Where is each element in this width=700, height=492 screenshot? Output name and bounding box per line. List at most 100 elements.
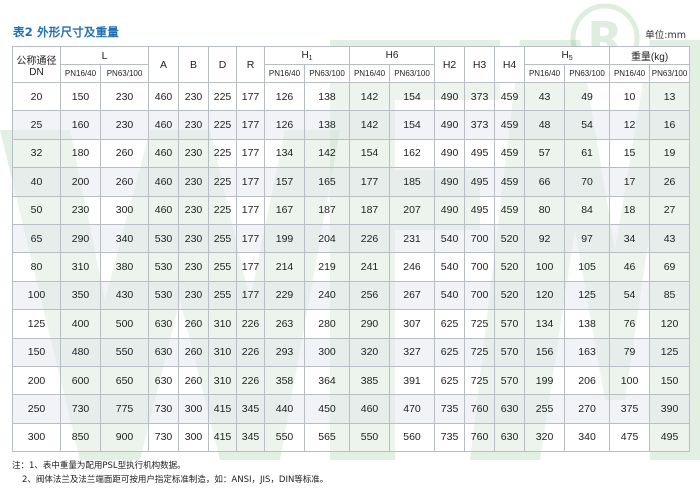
- table-cell: 570: [494, 309, 526, 339]
- table-cell: 43: [649, 223, 691, 254]
- table-cell: 177: [236, 167, 265, 197]
- table-cell: 490: [434, 167, 466, 197]
- table-cell: 230: [100, 81, 149, 112]
- table-cell: 520: [494, 280, 526, 311]
- table-cell: 310: [208, 337, 237, 367]
- table-cell: 214: [264, 252, 305, 282]
- table-cell: 199: [524, 365, 566, 396]
- header-row: 公称通径 DN L A B D R H1 H6 H2 H3 H4 H5 重量(k…: [12, 46, 691, 83]
- table-cell: 310: [60, 252, 101, 282]
- table-row: 32 180 260 460 230 225 177 134 142 154 162 490 495 45…: [12, 138, 691, 169]
- table-cell: 231: [389, 223, 436, 254]
- table-cell: 80: [524, 195, 566, 225]
- table-cell: 550: [100, 337, 149, 367]
- table-cell: 307: [389, 309, 436, 339]
- header-h6-pn63: PN63/100: [389, 64, 436, 83]
- table-cell: 126: [264, 110, 305, 140]
- header-h1-pn16: PN16/40: [264, 64, 305, 83]
- table-row: 150 480 550 630 260 310 226 293 300 320 327 625 725 5…: [12, 337, 691, 367]
- table-cell: 160: [60, 110, 101, 140]
- table-cell: 180: [60, 138, 101, 169]
- table-cell: 459: [494, 81, 526, 112]
- table-cell: 350: [60, 280, 101, 311]
- table-cell: 150: [649, 365, 691, 396]
- table-cell: 735: [434, 394, 466, 424]
- table-cell: 460: [148, 167, 179, 197]
- table-cell: 20: [12, 81, 61, 112]
- table-cell: 13: [649, 81, 691, 112]
- table-cell: 735: [434, 422, 466, 453]
- table-cell: 226: [236, 365, 265, 396]
- table-cell: 229: [264, 280, 305, 311]
- table-cell: 630: [148, 365, 179, 396]
- table-cell: 725: [464, 365, 496, 396]
- table-cell: 340: [564, 422, 611, 453]
- table-row: 125 400 500 630 260 310 226 263 280 290 307 625 725 5…: [12, 309, 691, 339]
- table-cell: 565: [303, 422, 351, 453]
- table-cell: 850: [60, 422, 101, 453]
- table-cell: 225: [208, 195, 237, 225]
- header-b: B: [178, 46, 209, 83]
- table-cell: 43: [524, 81, 566, 112]
- table-cell: 760: [464, 394, 496, 424]
- table-cell: 230: [178, 110, 209, 140]
- table-cell: 550: [264, 422, 305, 453]
- table-cell: 375: [609, 394, 651, 424]
- table-cell: 187: [349, 195, 391, 225]
- table-cell: 16: [649, 110, 691, 140]
- header-weight-pn63: PN63/100: [649, 64, 691, 83]
- table-cell: 270: [564, 394, 611, 424]
- table-cell: 900: [100, 422, 149, 453]
- table-cell: 300: [100, 195, 149, 225]
- table-cell: 50: [12, 195, 61, 225]
- table-cell: 200: [12, 365, 61, 396]
- table-cell: 105: [564, 252, 611, 282]
- table-cell: 219: [303, 252, 351, 282]
- table-row: 20 150 230 460 230 225 177 126 138 142 154 490 373 45…: [12, 81, 691, 112]
- table-cell: 19: [649, 138, 691, 169]
- footnote-2: 2、阀体法兰及法兰端面距可按用户指定标准制造，如：ANSI，JIS，DIN等标准…: [22, 475, 329, 485]
- table-cell: 15: [609, 138, 651, 169]
- table-cell: 630: [148, 337, 179, 367]
- table-cell: 260: [178, 309, 209, 339]
- table-cell: 85: [649, 280, 691, 311]
- table-cell: 142: [303, 138, 351, 169]
- table-cell: 345: [236, 394, 265, 424]
- header-h1: H1: [263, 46, 351, 65]
- table-cell: 226: [349, 223, 391, 254]
- table-cell: 230: [178, 138, 209, 169]
- table-cell: 255: [208, 223, 237, 254]
- table-cell: 167: [264, 195, 305, 225]
- table-cell: 12: [609, 110, 651, 140]
- table-cell: 495: [464, 195, 496, 225]
- table-cell: 267: [389, 280, 436, 311]
- table-cell: 80: [12, 252, 61, 282]
- table-cell: 700: [464, 252, 496, 282]
- table-cell: 460: [148, 138, 179, 169]
- table-cell: 300: [12, 422, 61, 453]
- table-cell: 540: [434, 252, 466, 282]
- table-cell: 470: [389, 394, 436, 424]
- table-cell: 177: [236, 110, 265, 140]
- table-cell: 459: [494, 110, 526, 140]
- table-cell: 391: [389, 365, 436, 396]
- table-cell: 46: [609, 252, 651, 282]
- table-row: 40 200 260 460 230 225 177 157 165 177 185 490 495 45…: [12, 167, 691, 197]
- table-cell: 775: [100, 394, 149, 424]
- table-cell: 495: [649, 422, 691, 453]
- table-cell: 66: [524, 167, 566, 197]
- table-cell: 134: [524, 309, 566, 339]
- table-cell: 540: [434, 223, 466, 254]
- table-cell: 134: [264, 138, 305, 169]
- table-cell: 730: [148, 422, 179, 453]
- table-cell: 177: [236, 195, 265, 225]
- table-cell: 125: [649, 337, 691, 367]
- table-cell: 530: [148, 252, 179, 282]
- table-cell: 157: [264, 167, 305, 197]
- table-cell: 345: [236, 422, 265, 453]
- table-cell: 495: [464, 167, 496, 197]
- table-cell: 300: [303, 337, 351, 367]
- table-cell: 550: [349, 422, 391, 453]
- table-cell: 380: [100, 252, 149, 282]
- table-row: 65 290 340 530 230 255 177 199 204 226 231 540 700 52…: [12, 223, 691, 254]
